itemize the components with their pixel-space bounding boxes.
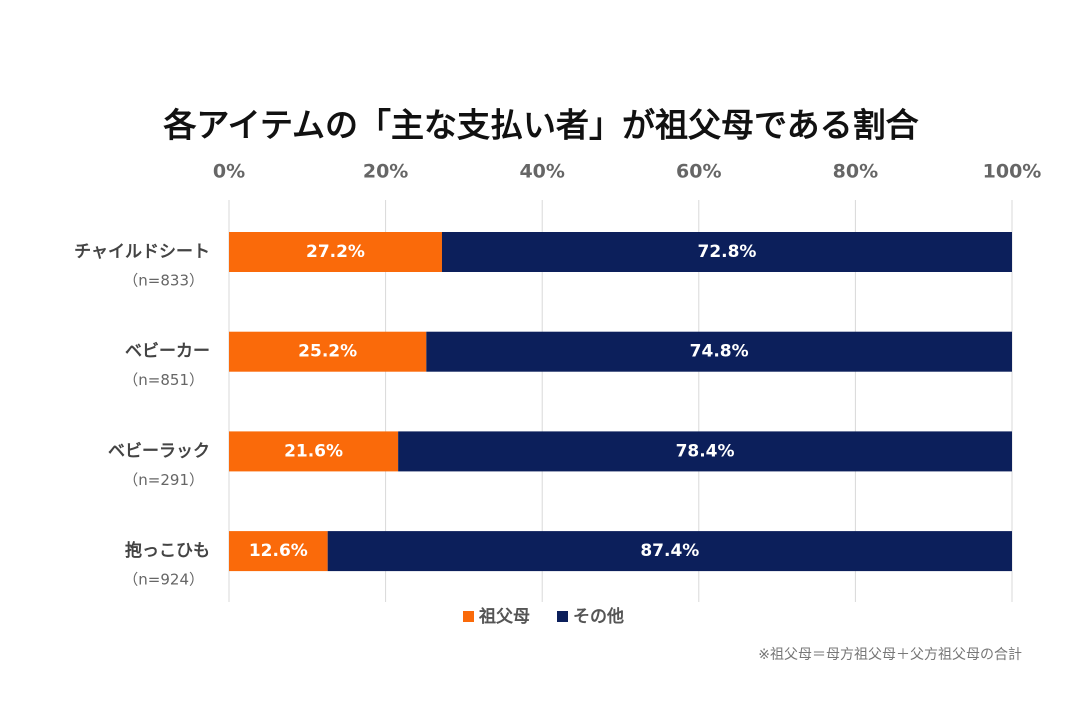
- bar-segment: [229, 331, 427, 372]
- value-label: 27.2%: [306, 242, 365, 262]
- x-tick-label: 60%: [676, 161, 721, 183]
- category-label: チャイルドシート: [74, 242, 210, 262]
- legend-label: 祖父母: [478, 606, 530, 627]
- bar-segment: [441, 232, 1012, 272]
- value-label: 12.6%: [249, 541, 308, 561]
- x-tick-label: 20%: [363, 161, 408, 183]
- value-label: 25.2%: [298, 342, 357, 362]
- bar-segment: [327, 531, 1013, 572]
- category-note: （n=851）: [123, 371, 204, 389]
- x-tick-label: 40%: [519, 161, 564, 183]
- value-label: 72.8%: [697, 242, 756, 262]
- legend-label: その他: [573, 606, 624, 627]
- legend-swatch: [557, 611, 568, 622]
- x-tick-label: 0%: [213, 161, 245, 183]
- category-label: ベビーラック: [108, 441, 210, 461]
- category-note: （n=924）: [123, 571, 204, 589]
- footnote: ※祖父母＝母方祖父母＋父方祖父母の合計: [758, 647, 1022, 663]
- bar-segment: [398, 431, 1012, 472]
- value-label: 21.6%: [284, 441, 343, 461]
- category-label: ベビーカー: [125, 342, 210, 362]
- category-note: （n=291）: [123, 471, 204, 489]
- category-label: 抱っこひも: [125, 540, 210, 561]
- value-label: 78.4%: [676, 441, 735, 461]
- bar-segment: [426, 331, 1012, 372]
- value-label: 87.4%: [640, 541, 699, 561]
- x-tick-label: 100%: [983, 161, 1042, 183]
- bar-segment: [229, 531, 328, 572]
- value-label: 74.8%: [690, 342, 749, 362]
- chart-title: 各アイテムの「主な支払い者」が祖父母である割合: [162, 106, 918, 145]
- bar-segment: [229, 232, 442, 272]
- x-tick-label: 80%: [833, 161, 878, 183]
- bar-segment: [229, 431, 399, 472]
- legend-swatch: [463, 611, 474, 622]
- category-note: （n=833）: [123, 272, 204, 290]
